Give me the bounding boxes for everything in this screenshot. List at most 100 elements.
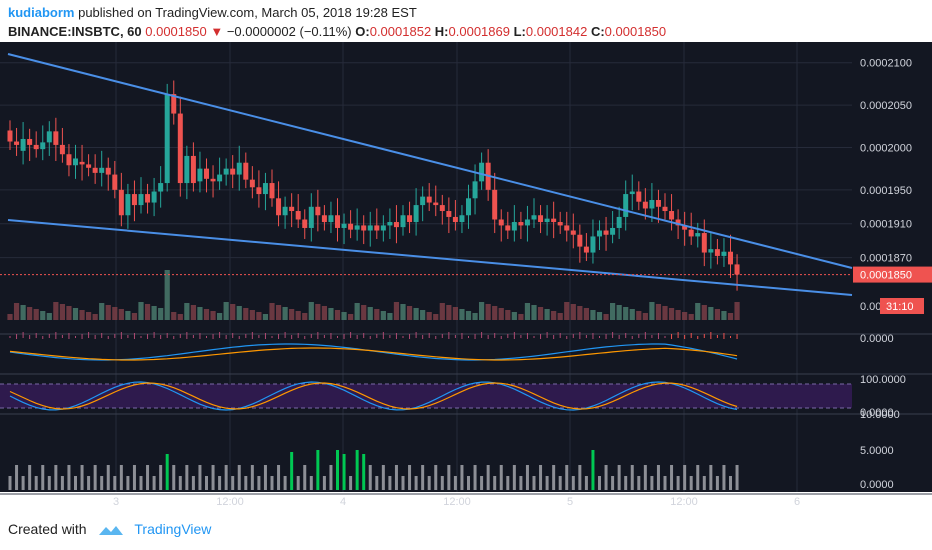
symbol-label[interactable]: BINANCE:INSBTC, 60	[8, 24, 142, 39]
histogram-bar	[643, 465, 647, 490]
volume-bar	[236, 306, 242, 320]
histogram-bar	[480, 476, 484, 490]
candle-body	[210, 178, 216, 182]
volume-bar	[551, 311, 557, 320]
time-tick-label: 12:00	[670, 496, 698, 508]
histogram-bar	[709, 465, 713, 490]
candle-body	[53, 131, 59, 145]
volume-bar	[472, 313, 478, 320]
volume-bar	[485, 304, 491, 320]
candle-body	[583, 246, 589, 253]
candle-body	[446, 211, 452, 217]
volume-bar	[20, 305, 26, 320]
candle-body	[393, 222, 399, 228]
histogram-bar	[185, 465, 189, 490]
histogram-bar	[473, 465, 477, 490]
candle-body	[472, 181, 478, 199]
macd-axis-label: 0.0000	[860, 333, 894, 345]
volume-bar	[675, 310, 681, 320]
histogram-bar	[434, 465, 438, 490]
volume-bar	[727, 313, 734, 320]
candle-body	[407, 215, 413, 223]
candle-body	[171, 94, 177, 114]
histogram-bar	[394, 465, 398, 490]
histogram-bar	[388, 476, 392, 490]
volume-bar	[577, 306, 583, 320]
stoch-axis-label: 0.0000	[860, 407, 894, 419]
candle-body	[341, 223, 347, 228]
volume-bar	[13, 303, 20, 320]
histogram-bar	[277, 465, 281, 490]
volume-bar	[354, 303, 360, 320]
histogram-bar	[683, 465, 687, 490]
histogram-bar	[617, 465, 621, 490]
candle-body	[701, 233, 707, 253]
volume-bar	[564, 302, 570, 320]
histogram-bar	[290, 452, 294, 490]
volume-bar	[505, 310, 511, 320]
histogram-bar	[506, 476, 510, 490]
histogram-bar	[172, 465, 176, 490]
volume-bar	[714, 309, 720, 320]
volume-bar	[649, 302, 655, 320]
candle-body	[197, 168, 203, 182]
volume-bar	[380, 311, 386, 320]
published-text: published on TradingView.com, March 05, …	[78, 5, 417, 20]
volume-bar	[125, 311, 131, 320]
volume-bar	[452, 307, 458, 320]
histogram-bar	[375, 476, 379, 490]
candle-body	[236, 162, 242, 175]
volume-bar	[243, 308, 249, 320]
candle-body	[531, 215, 537, 220]
histogram-bar	[735, 465, 739, 490]
volume-bar	[511, 312, 517, 320]
candle-body	[603, 230, 609, 235]
volume-bar	[531, 305, 537, 320]
volume-bar	[367, 307, 373, 320]
candle-body	[282, 206, 288, 216]
candle-body	[387, 222, 393, 226]
histogram-bar	[224, 465, 228, 490]
tradingview-brand-link[interactable]: TradingView	[134, 521, 212, 537]
last-price-tag	[853, 266, 932, 283]
volume-bar	[308, 302, 314, 320]
volume-bar	[406, 306, 413, 320]
volume-bar	[583, 308, 589, 320]
histogram-bar	[499, 465, 503, 490]
volume-bar	[393, 302, 400, 320]
histogram-bar	[198, 465, 202, 490]
candle-body	[361, 225, 367, 231]
candle-body	[262, 183, 268, 195]
price-change: −0.0000002 (−0.11%)	[226, 24, 352, 39]
volume-bar	[210, 311, 216, 320]
histogram-bar	[656, 465, 660, 490]
author-link[interactable]: kudiaborm	[8, 5, 75, 20]
volume-bar	[53, 302, 59, 320]
volume-bar	[623, 307, 629, 320]
candle-body	[177, 113, 183, 184]
volume-bar	[99, 303, 105, 320]
histogram-bar	[336, 450, 339, 490]
price-chart[interactable]: 0.0002100 0.0002050 0.0002000 0.0001950 0.00…	[0, 42, 932, 512]
time-tick-label: 12:00	[216, 496, 244, 508]
histogram-bar	[427, 476, 431, 490]
candle-body	[138, 194, 144, 206]
trendline-lower	[7, 219, 853, 296]
volume-bar	[269, 303, 275, 320]
histogram-bar	[126, 476, 130, 490]
histogram-bar	[676, 476, 680, 490]
candle-body	[590, 236, 596, 253]
histogram-bar	[421, 465, 425, 490]
volume-bar	[465, 311, 472, 320]
histogram-bar	[93, 465, 97, 490]
volume-bar	[302, 313, 308, 320]
volume-bar	[158, 308, 164, 320]
volume-bar	[164, 270, 170, 320]
volume-bar	[590, 310, 596, 320]
publish-info: kudiaborm published on TradingView.com, …	[8, 5, 417, 20]
histogram-bar	[113, 476, 117, 490]
histogram-bar	[152, 476, 156, 490]
volume-bar	[387, 313, 393, 320]
histogram-bar	[106, 465, 110, 490]
histogram-bar	[178, 476, 182, 490]
